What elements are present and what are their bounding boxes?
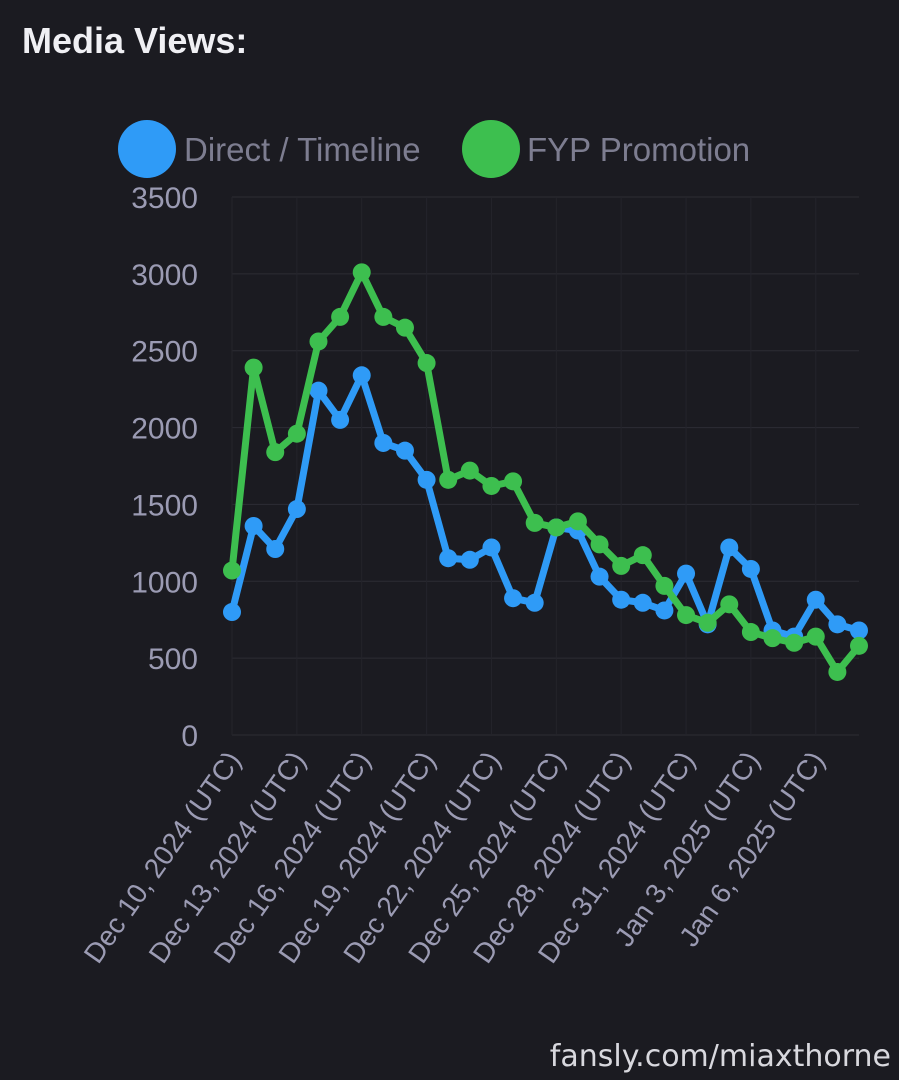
- data-point-direct-timeline[interactable]: [655, 601, 674, 620]
- data-point-direct-timeline[interactable]: [266, 540, 285, 559]
- data-point-fyp-promotion[interactable]: [763, 629, 782, 648]
- y-tick-label: 1000: [131, 566, 198, 599]
- data-point-fyp-promotion[interactable]: [525, 513, 544, 532]
- page-title: Media Views:: [22, 20, 248, 61]
- y-tick-label: 500: [148, 643, 198, 676]
- data-point-direct-timeline[interactable]: [741, 559, 760, 578]
- x-axis: Dec 10, 2024 (UTC)Dec 13, 2024 (UTC)Dec …: [78, 746, 831, 969]
- data-point-direct-timeline[interactable]: [504, 589, 523, 608]
- data-point-fyp-promotion[interactable]: [633, 546, 652, 565]
- data-point-fyp-promotion[interactable]: [655, 576, 674, 595]
- data-point-direct-timeline[interactable]: [352, 366, 371, 385]
- data-point-fyp-promotion[interactable]: [698, 613, 717, 632]
- data-point-fyp-promotion[interactable]: [266, 443, 285, 462]
- data-point-fyp-promotion[interactable]: [331, 307, 350, 326]
- data-point-fyp-promotion[interactable]: [785, 633, 804, 652]
- data-point-direct-timeline[interactable]: [331, 410, 350, 429]
- data-point-direct-timeline[interactable]: [612, 590, 631, 609]
- legend-label-direct-timeline[interactable]: Direct / Timeline: [184, 131, 421, 168]
- data-point-fyp-promotion[interactable]: [547, 518, 566, 537]
- data-point-direct-timeline[interactable]: [590, 567, 609, 586]
- data-point-fyp-promotion[interactable]: [828, 662, 847, 681]
- grid-lines: [231, 196, 859, 736]
- y-tick-label: 3500: [131, 182, 198, 215]
- legend-marker-fyp-promotion[interactable]: [462, 120, 520, 178]
- data-point-direct-timeline[interactable]: [525, 593, 544, 612]
- legend-marker-direct-timeline[interactable]: [118, 120, 176, 178]
- data-point-direct-timeline[interactable]: [395, 441, 414, 460]
- legend: Direct / Timeline FYP Promotion: [118, 120, 750, 178]
- data-point-direct-timeline[interactable]: [287, 500, 306, 519]
- data-point-fyp-promotion[interactable]: [482, 476, 501, 495]
- data-point-direct-timeline[interactable]: [417, 470, 436, 489]
- data-point-fyp-promotion[interactable]: [806, 627, 825, 646]
- data-point-direct-timeline[interactable]: [374, 433, 393, 452]
- data-point-direct-timeline[interactable]: [244, 516, 263, 535]
- data-point-fyp-promotion[interactable]: [244, 358, 263, 377]
- data-point-direct-timeline[interactable]: [223, 603, 241, 622]
- data-point-fyp-promotion[interactable]: [720, 595, 739, 614]
- legend-label-fyp-promotion[interactable]: FYP Promotion: [527, 131, 750, 168]
- data-point-fyp-promotion[interactable]: [287, 424, 306, 443]
- data-point-direct-timeline[interactable]: [828, 615, 847, 634]
- data-point-direct-timeline[interactable]: [850, 621, 868, 640]
- data-point-fyp-promotion[interactable]: [223, 561, 241, 580]
- y-axis: 0 500 1000 1500 2000 2500 3000 3500: [131, 182, 198, 753]
- data-point-fyp-promotion[interactable]: [395, 318, 414, 337]
- data-point-fyp-promotion[interactable]: [309, 332, 328, 351]
- data-point-direct-timeline[interactable]: [633, 593, 652, 612]
- y-tick-label: 3000: [131, 259, 198, 292]
- y-tick-label: 2000: [131, 413, 198, 446]
- y-tick-label: 2500: [131, 336, 198, 369]
- watermark: fansly.com/miaxthorne: [549, 1039, 891, 1074]
- data-point-direct-timeline[interactable]: [806, 590, 825, 609]
- data-point-fyp-promotion[interactable]: [352, 263, 371, 282]
- data-point-fyp-promotion[interactable]: [850, 636, 868, 655]
- data-point-fyp-promotion[interactable]: [439, 470, 458, 489]
- series-lines: [223, 263, 868, 681]
- data-point-fyp-promotion[interactable]: [677, 606, 696, 625]
- data-point-direct-timeline[interactable]: [439, 549, 458, 568]
- data-point-direct-timeline[interactable]: [677, 564, 696, 583]
- data-point-direct-timeline[interactable]: [482, 538, 501, 557]
- data-point-fyp-promotion[interactable]: [741, 623, 760, 642]
- data-point-fyp-promotion[interactable]: [417, 354, 436, 373]
- data-point-direct-timeline[interactable]: [309, 381, 328, 400]
- y-tick-label: 0: [181, 720, 198, 753]
- data-point-fyp-promotion[interactable]: [568, 512, 587, 531]
- data-point-direct-timeline[interactable]: [460, 550, 479, 569]
- series-line-direct-timeline: [228, 371, 863, 641]
- data-point-direct-timeline[interactable]: [720, 538, 739, 557]
- data-point-fyp-promotion[interactable]: [374, 307, 393, 326]
- data-point-fyp-promotion[interactable]: [504, 472, 523, 491]
- y-tick-label: 1500: [131, 489, 198, 522]
- data-point-fyp-promotion[interactable]: [590, 535, 609, 554]
- data-point-fyp-promotion[interactable]: [460, 461, 479, 480]
- data-point-fyp-promotion[interactable]: [612, 556, 631, 575]
